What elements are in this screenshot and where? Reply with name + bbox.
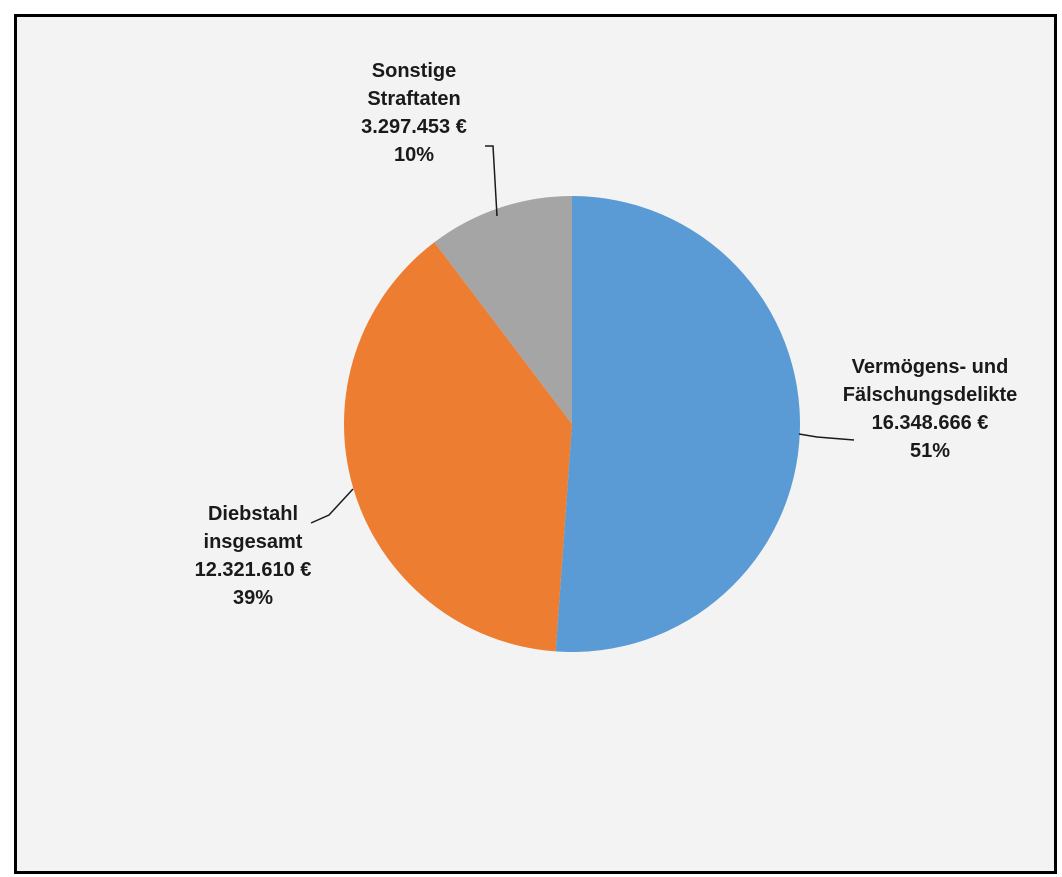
slice-value-label: 3.297.453 € — [361, 116, 467, 138]
pie-slice-0 — [555, 196, 800, 652]
pie-chart — [310, 145, 855, 652]
slice-percent-label: 10% — [393, 144, 435, 166]
slice-label-line: Sonstige — [371, 60, 457, 82]
slice-label-line: Straftaten — [367, 88, 461, 110]
slice-label-line: Vermögens- und — [851, 356, 1009, 378]
slice-label-line: insgesamt — [203, 531, 303, 553]
data-label-slice-0: Vermögens- und Fälschungsdelikte 16.348.… — [843, 353, 1018, 465]
leader-line-2 — [485, 145, 498, 217]
slice-value-label: 16.348.666 € — [871, 412, 989, 434]
slice-label-line: Fälschungsdelikte — [842, 384, 1018, 406]
chart-frame: Vermögens- und Fälschungsdelikte 16.348.… — [14, 14, 1057, 874]
pie-slice-2 — [434, 196, 572, 424]
slice-percent-label: 39% — [232, 587, 274, 609]
data-label-slice-2: Sonstige Straftaten 3.297.453 € 10% — [361, 57, 467, 169]
data-label-slice-1: Diebstahl insgesamt 12.321.610 € 39% — [195, 500, 312, 612]
pie-slice-1 — [344, 242, 572, 652]
slice-percent-label: 51% — [909, 440, 951, 462]
leader-line-1 — [310, 488, 354, 524]
leader-line-0 — [798, 433, 855, 441]
slice-value-label: 12.321.610 € — [194, 559, 312, 581]
slice-label-line: Diebstahl — [207, 503, 299, 525]
